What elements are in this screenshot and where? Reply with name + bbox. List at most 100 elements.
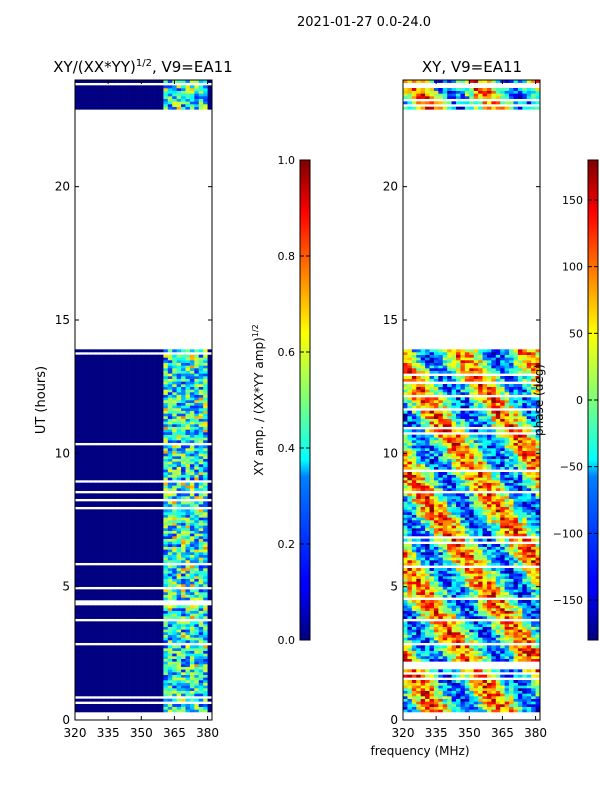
- heatmap-cell: [141, 704, 147, 707]
- heatmap-cell: [75, 432, 80, 435]
- heatmap-cell: [163, 357, 169, 361]
- heatmap-cell: [105, 594, 111, 598]
- heatmap-cell: [176, 690, 182, 694]
- heatmap-cell: [97, 466, 102, 470]
- heatmap-cell: [92, 608, 98, 611]
- heatmap-cell: [123, 389, 129, 393]
- heatmap-cell: [172, 522, 177, 526]
- heatmap-cell: [158, 98, 164, 102]
- heatmap-cell: [176, 101, 182, 105]
- heatmap-cell: [482, 682, 488, 686]
- heatmap-cell: [469, 658, 475, 662]
- heatmap-cell: [128, 584, 133, 587]
- heatmap-cell: [194, 434, 200, 438]
- heatmap-cell: [141, 85, 147, 89]
- heatmap-cell: [535, 648, 540, 651]
- heatmap-cell: [158, 637, 164, 641]
- heatmap-cell: [97, 93, 102, 97]
- heatmap-cell: [114, 589, 120, 593]
- heatmap-cell: [189, 645, 195, 649]
- heatmap-cell: [531, 685, 536, 689]
- heatmap-cell: [132, 104, 138, 107]
- heatmap-cell: [167, 637, 173, 641]
- heatmap-cell: [203, 525, 208, 529]
- heatmap-cell: [500, 706, 505, 710]
- heatmap-cell: [172, 597, 177, 601]
- heatmap-cell: [88, 429, 93, 433]
- heatmap-cell: [203, 376, 208, 379]
- heatmap-cell: [198, 373, 204, 377]
- heatmap-cell: [181, 704, 186, 707]
- heatmap-cell: [83, 632, 89, 635]
- heatmap-cell: [101, 501, 107, 505]
- heatmap-cell: [119, 512, 124, 515]
- heatmap-cell: [132, 658, 138, 662]
- heatmap-cell: [136, 629, 142, 633]
- heatmap-cell: [189, 610, 195, 614]
- heatmap-cell: [141, 386, 147, 390]
- heatmap-cell: [482, 650, 488, 654]
- heatmap-cell: [83, 690, 89, 694]
- heatmap-cell: [97, 650, 102, 654]
- heatmap-cell: [478, 650, 483, 654]
- heatmap-cell: [403, 637, 408, 641]
- heatmap-cell: [198, 538, 204, 542]
- heatmap-cell: [141, 610, 147, 614]
- heatmap-cell: [88, 650, 93, 654]
- heatmap-cell: [198, 354, 204, 358]
- heatmap-cell: [203, 402, 208, 406]
- heatmap-cell: [495, 709, 501, 713]
- heatmap-cell: [97, 666, 102, 670]
- heatmap-cell: [517, 682, 523, 686]
- heatmap-cell: [172, 541, 177, 545]
- heatmap-cell: [194, 440, 200, 443]
- heatmap-cell: [203, 98, 208, 102]
- heatmap-cell: [176, 549, 182, 553]
- heatmap-cell: [176, 421, 182, 425]
- heatmap-cell: [198, 80, 204, 83]
- heatmap-cell: [411, 674, 417, 678]
- heatmap-cell: [110, 98, 116, 102]
- heatmap-cell: [456, 682, 461, 686]
- heatmap-cell: [185, 85, 191, 89]
- heatmap-cell: [189, 688, 195, 691]
- heatmap-cell: [79, 456, 85, 459]
- heatmap-cell: [79, 405, 85, 409]
- heatmap-cell: [128, 421, 133, 425]
- heatmap-cell: [451, 706, 457, 710]
- heatmap-cell: [442, 629, 448, 633]
- heatmap-cell: [154, 557, 160, 561]
- amp-panel-title: XY/(XX*YY)1/2, V9=EA11: [53, 58, 232, 76]
- heatmap-cell: [145, 629, 151, 633]
- heatmap-cell: [114, 653, 120, 657]
- heatmap-cell: [531, 688, 536, 691]
- heatmap-cell: [189, 685, 195, 689]
- heatmap-cell: [194, 472, 200, 475]
- heatmap-cell: [105, 706, 111, 710]
- heatmap-cell: [128, 509, 133, 513]
- heatmap-cell: [158, 608, 164, 611]
- heatmap-cell: [198, 496, 204, 499]
- heatmap-cell: [97, 373, 102, 377]
- heatmap-cell: [172, 106, 177, 110]
- heatmap-cell: [207, 661, 212, 665]
- heatmap-cell: [181, 629, 186, 633]
- heatmap-cell: [88, 656, 93, 659]
- heatmap-cell: [145, 570, 151, 574]
- heatmap-cell: [150, 458, 155, 462]
- heatmap-cell: [123, 514, 129, 518]
- heatmap-cell: [141, 349, 147, 353]
- heatmap-cell: [123, 680, 129, 683]
- heatmap-cell: [136, 704, 142, 707]
- heatmap-cell: [456, 669, 461, 673]
- heatmap-cell: [198, 685, 204, 689]
- heatmap-cell: [464, 688, 470, 691]
- heatmap-cell: [433, 680, 439, 683]
- heatmap-cell: [154, 634, 160, 638]
- heatmap-cell: [92, 98, 98, 102]
- heatmap-cell: [411, 709, 417, 713]
- heatmap-cell: [83, 488, 89, 491]
- heatmap-cell: [145, 541, 151, 545]
- heatmap-cell: [123, 413, 129, 417]
- heatmap-cell: [194, 421, 200, 425]
